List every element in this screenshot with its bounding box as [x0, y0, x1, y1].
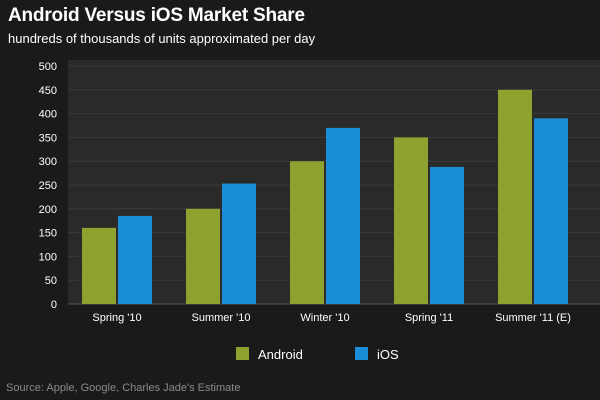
bar-android-2 — [186, 208, 220, 304]
y-tick-label: 350 — [39, 132, 57, 144]
y-tick-label: 450 — [39, 85, 57, 97]
bars — [82, 89, 568, 304]
bar-ios-5 — [534, 118, 568, 304]
y-tick-label: 500 — [39, 61, 57, 73]
legend-swatch-android — [236, 347, 249, 360]
bar-ios-1 — [118, 215, 152, 304]
bar-ios-4 — [430, 166, 464, 304]
chart-title: Android Versus iOS Market Share — [8, 5, 305, 26]
y-tick-label: 250 — [39, 180, 57, 192]
bar-ios-2 — [222, 183, 256, 304]
source-note: Source: Apple, Google, Charles Jade's Es… — [6, 382, 241, 394]
x-tick-label: Summer '11 (E) — [495, 312, 571, 324]
legend: Android iOS — [236, 347, 399, 362]
y-tick-label: 150 — [39, 228, 57, 240]
bar-android-3 — [290, 161, 324, 304]
legend-swatch-ios — [355, 347, 368, 360]
chart-subtitle: hundreds of thousands of units approxima… — [8, 31, 316, 46]
x-tick-label: Summer '10 — [192, 312, 251, 324]
x-tick-label: Spring '11 — [405, 312, 453, 324]
y-tick-label: 50 — [45, 275, 57, 287]
bar-ios-3 — [326, 127, 360, 304]
y-tick-label: 100 — [39, 251, 57, 263]
legend-label-ios: iOS — [377, 347, 399, 362]
y-axis: 0 50 100 150 200 250 300 350 400 450 500 — [39, 61, 57, 311]
legend-label-android: Android — [258, 347, 303, 362]
bar-android-1 — [82, 227, 116, 304]
y-tick-label: 0 — [51, 299, 57, 311]
x-tick-label: Winter '10 — [300, 312, 349, 324]
y-tick-label: 400 — [39, 109, 57, 121]
y-tick-label: 300 — [39, 156, 57, 168]
bar-android-4 — [394, 137, 428, 304]
x-tick-label: Spring '10 — [92, 312, 141, 324]
bar-android-5 — [498, 89, 532, 304]
x-axis: Spring '10 Summer '10 Winter '10 Spring '11… — [92, 312, 571, 324]
y-tick-label: 200 — [39, 204, 57, 216]
